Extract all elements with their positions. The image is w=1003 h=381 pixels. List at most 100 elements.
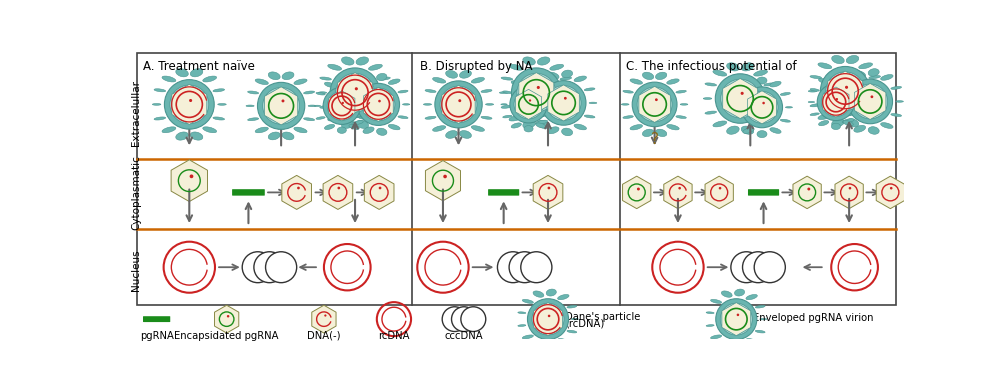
Ellipse shape bbox=[523, 57, 535, 65]
Ellipse shape bbox=[424, 116, 435, 119]
Ellipse shape bbox=[432, 77, 445, 83]
Ellipse shape bbox=[817, 120, 827, 126]
Ellipse shape bbox=[880, 123, 893, 128]
Ellipse shape bbox=[524, 77, 533, 83]
Polygon shape bbox=[515, 90, 541, 119]
Ellipse shape bbox=[176, 132, 189, 140]
Ellipse shape bbox=[218, 104, 226, 105]
Text: Dane's particle: Dane's particle bbox=[565, 312, 640, 322]
Ellipse shape bbox=[705, 325, 713, 327]
FancyBboxPatch shape bbox=[747, 189, 778, 195]
Ellipse shape bbox=[517, 73, 556, 112]
Ellipse shape bbox=[281, 99, 284, 102]
Polygon shape bbox=[638, 86, 670, 122]
Ellipse shape bbox=[754, 305, 764, 308]
Ellipse shape bbox=[191, 132, 203, 140]
Ellipse shape bbox=[754, 330, 764, 333]
Ellipse shape bbox=[817, 63, 830, 69]
Ellipse shape bbox=[740, 92, 743, 95]
Ellipse shape bbox=[255, 79, 268, 85]
Ellipse shape bbox=[584, 115, 595, 118]
Ellipse shape bbox=[203, 76, 217, 82]
Text: cccDNA: cccDNA bbox=[444, 331, 482, 341]
Polygon shape bbox=[533, 175, 563, 210]
Polygon shape bbox=[704, 176, 732, 209]
Ellipse shape bbox=[511, 81, 521, 86]
Ellipse shape bbox=[733, 93, 743, 95]
Ellipse shape bbox=[830, 56, 844, 64]
Ellipse shape bbox=[254, 252, 285, 283]
Ellipse shape bbox=[742, 252, 773, 283]
Ellipse shape bbox=[807, 101, 813, 103]
Ellipse shape bbox=[531, 109, 539, 111]
Ellipse shape bbox=[564, 97, 566, 100]
Ellipse shape bbox=[320, 77, 331, 80]
Ellipse shape bbox=[190, 174, 194, 178]
Ellipse shape bbox=[852, 88, 861, 91]
Ellipse shape bbox=[567, 330, 576, 333]
Ellipse shape bbox=[161, 127, 176, 133]
Ellipse shape bbox=[266, 252, 297, 283]
Ellipse shape bbox=[675, 90, 686, 93]
Polygon shape bbox=[876, 176, 904, 209]
Ellipse shape bbox=[654, 98, 657, 101]
Ellipse shape bbox=[434, 81, 481, 128]
Ellipse shape bbox=[397, 116, 407, 118]
Ellipse shape bbox=[736, 314, 738, 316]
Ellipse shape bbox=[161, 76, 176, 82]
Ellipse shape bbox=[546, 342, 556, 349]
Text: Encapsidated pgRNA: Encapsidated pgRNA bbox=[175, 331, 279, 341]
Ellipse shape bbox=[347, 97, 355, 99]
Ellipse shape bbox=[432, 126, 445, 131]
Ellipse shape bbox=[809, 113, 818, 115]
Text: (rcDNA): (rcDNA) bbox=[565, 318, 604, 328]
Ellipse shape bbox=[318, 92, 326, 93]
Ellipse shape bbox=[327, 91, 356, 120]
Ellipse shape bbox=[189, 99, 192, 102]
Ellipse shape bbox=[769, 81, 780, 87]
Text: Enveloped pgRNA virion: Enveloped pgRNA virion bbox=[752, 313, 873, 323]
Ellipse shape bbox=[889, 187, 892, 189]
Text: Nucleus: Nucleus bbox=[130, 249, 140, 291]
Ellipse shape bbox=[509, 64, 523, 70]
Ellipse shape bbox=[246, 105, 254, 107]
Ellipse shape bbox=[714, 74, 764, 123]
Ellipse shape bbox=[397, 90, 407, 93]
Ellipse shape bbox=[470, 126, 484, 131]
Ellipse shape bbox=[439, 86, 476, 123]
FancyBboxPatch shape bbox=[142, 316, 171, 322]
Ellipse shape bbox=[330, 68, 379, 117]
Ellipse shape bbox=[268, 132, 280, 140]
Ellipse shape bbox=[890, 114, 901, 117]
Ellipse shape bbox=[784, 107, 791, 108]
Ellipse shape bbox=[870, 95, 873, 98]
Ellipse shape bbox=[807, 90, 816, 92]
Ellipse shape bbox=[297, 187, 300, 189]
Ellipse shape bbox=[480, 116, 491, 119]
Ellipse shape bbox=[745, 295, 756, 300]
Polygon shape bbox=[425, 160, 460, 201]
Ellipse shape bbox=[637, 87, 671, 122]
Text: A. Treatment naïve: A. Treatment naïve bbox=[142, 60, 254, 73]
Ellipse shape bbox=[630, 125, 642, 130]
Ellipse shape bbox=[868, 69, 879, 76]
Ellipse shape bbox=[895, 101, 903, 102]
Ellipse shape bbox=[550, 64, 563, 70]
Ellipse shape bbox=[733, 119, 743, 122]
Ellipse shape bbox=[763, 83, 774, 86]
Ellipse shape bbox=[152, 104, 160, 105]
Ellipse shape bbox=[460, 307, 485, 331]
Ellipse shape bbox=[170, 85, 209, 124]
Ellipse shape bbox=[720, 291, 731, 297]
Ellipse shape bbox=[753, 121, 766, 127]
Polygon shape bbox=[854, 83, 885, 120]
Ellipse shape bbox=[316, 92, 325, 95]
Ellipse shape bbox=[354, 87, 357, 90]
Ellipse shape bbox=[853, 71, 865, 78]
Ellipse shape bbox=[533, 341, 544, 347]
Ellipse shape bbox=[842, 119, 854, 123]
Ellipse shape bbox=[383, 92, 391, 93]
Ellipse shape bbox=[880, 75, 893, 80]
Ellipse shape bbox=[255, 127, 268, 133]
Ellipse shape bbox=[441, 307, 466, 331]
